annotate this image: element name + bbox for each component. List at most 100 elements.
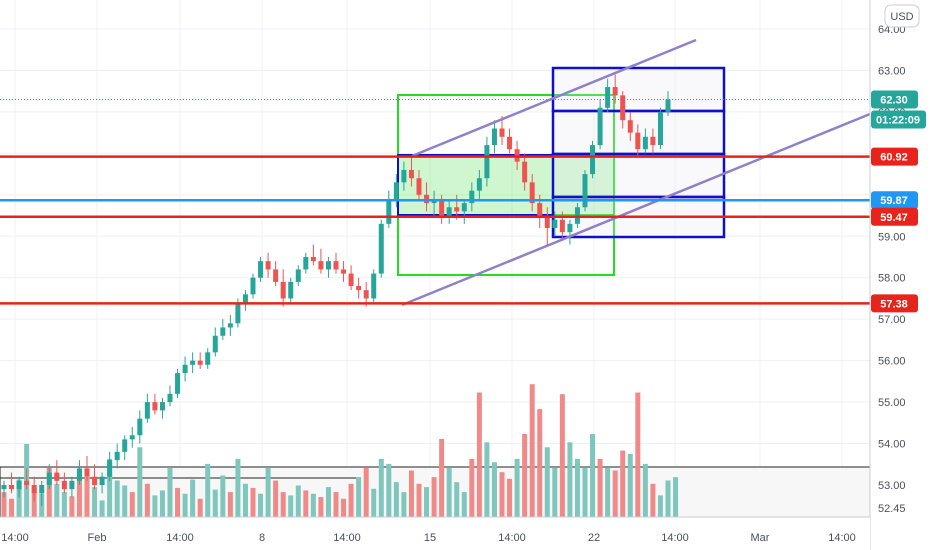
volume-bar [484,442,490,517]
candle [122,435,128,461]
candle-body [401,169,407,183]
volume-bar [673,477,679,517]
candle-body [303,257,309,270]
candle-body [280,281,286,299]
candle [310,244,316,266]
candle [69,476,75,498]
currency-button-frame[interactable] [884,4,920,28]
candle [416,169,422,199]
candle [1,480,7,498]
time-tick-label: 14:00 [166,532,194,544]
candle-body [212,335,218,353]
volume-bar [175,487,181,517]
candle-body [295,269,301,282]
volume-bar [1,492,7,517]
volume-bar [650,483,656,517]
candle [129,426,135,448]
candle-body [469,190,475,204]
candle-body [235,302,241,324]
volume-bar [76,471,82,517]
volume-bar [46,467,52,517]
candle [190,352,196,374]
blue-box-3[interactable] [551,152,726,199]
candle-body [242,294,248,303]
countdown-badge: 01:22:09 [871,110,926,129]
volume-bar [356,477,362,517]
candle-body [582,174,588,208]
time-axis-ticks: 14:00 Feb 14:00 8 14:00 15 14:00 22 14:00 Mar 14:0… [1,532,856,544]
candle-body [446,207,452,216]
candle-body [9,485,15,490]
candle-body [393,182,399,199]
level-badge-bg [871,191,918,210]
candle-body [69,480,75,490]
candle [265,252,271,278]
blue-box-1[interactable] [551,66,726,113]
currency-button[interactable]: USD [884,4,920,28]
candle [182,356,188,382]
volume-bar [114,480,120,517]
candle-body [325,261,331,270]
time-tick-label: 14:00 [498,532,526,544]
candle [220,319,226,340]
candle-body [167,393,173,403]
candle [39,480,45,506]
volume-bar [499,472,505,517]
candle [295,265,301,287]
candle [24,468,30,490]
volume-bar [605,467,611,517]
volume-bar [552,467,558,517]
candle [288,277,294,303]
volume-bar [235,458,241,517]
candle [152,393,158,415]
candle [461,198,467,224]
candle-body [363,290,369,299]
volume-bar [620,450,626,517]
candle [612,74,618,104]
volume-bar [31,487,37,517]
candle [76,460,82,485]
candle-body [310,257,316,262]
volume-bar [665,480,671,517]
candle [107,451,113,481]
candle [582,169,588,212]
volume-bar [152,495,158,517]
volume-bar [507,478,513,517]
candle [605,78,611,112]
channel-lower-line[interactable] [401,112,871,307]
volume-bar [544,447,550,517]
candle-body [182,364,188,374]
candle-body [1,485,7,490]
time-axis-panel[interactable] [0,517,870,550]
candle-body [114,451,120,461]
price-tick-label: 55.00 [878,397,906,409]
channel-upper-line[interactable] [411,38,697,158]
candle [341,261,347,282]
candle-body [597,107,603,146]
price-tick-label: 56.00 [878,356,906,368]
horizontal-levels[interactable] [0,155,870,305]
candle-body [567,223,573,233]
candle-body [99,476,105,485]
level-badge-label: 57.38 [880,298,908,310]
candle-body [197,360,203,365]
candle [137,410,143,444]
time-tick-label: 8 [259,532,265,544]
candle [205,348,211,369]
candle [386,190,392,228]
candle [144,393,150,423]
candle [371,269,377,303]
candle [393,174,399,208]
volume-bar [16,479,22,517]
last-price-badge-bg [871,90,918,109]
candle [92,464,98,490]
level-badge-bg [871,207,918,226]
volume-bar [371,488,377,517]
candle-body [665,99,671,112]
candle [46,464,52,490]
volume-bar [514,458,520,517]
candle [476,169,482,199]
volume-bar [242,483,248,517]
candle-body [46,472,52,485]
